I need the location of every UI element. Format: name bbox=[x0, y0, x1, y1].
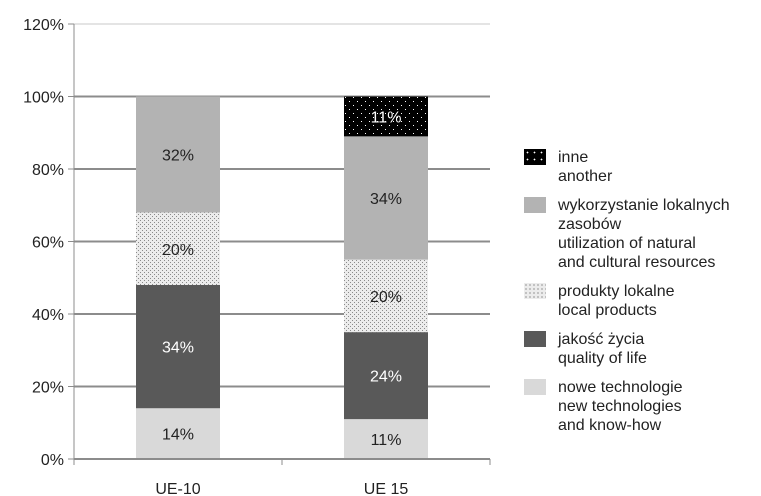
data-label: 11% bbox=[371, 109, 402, 126]
legend-swatch bbox=[524, 283, 546, 299]
data-label: 34% bbox=[370, 191, 402, 208]
x-tick-label: UE-10 bbox=[155, 481, 200, 496]
legend-label: local products bbox=[558, 302, 657, 319]
data-label: 14% bbox=[162, 427, 194, 444]
bar-segment-wykorzystanie bbox=[344, 136, 428, 260]
legend-label: new technologies bbox=[558, 398, 682, 415]
data-label: 20% bbox=[162, 242, 194, 259]
bar-segment-produkty bbox=[136, 212, 220, 285]
y-tick-label: 40% bbox=[32, 307, 64, 324]
legend-label: produkty lokalne bbox=[558, 283, 675, 300]
legend-swatch bbox=[524, 379, 546, 395]
legend-item-inne: inne another bbox=[524, 148, 760, 186]
y-axis: 0% 20% 40% 60% 80% 100% 120% bbox=[23, 17, 75, 469]
legend-item-jakosc: jakość życia quality of life bbox=[524, 330, 760, 368]
legend-swatch bbox=[524, 197, 546, 213]
x-tick-label: UE 15 bbox=[364, 481, 409, 496]
y-tick-label: 60% bbox=[32, 235, 64, 252]
legend-label: inne bbox=[558, 149, 589, 166]
y-tick-label: 20% bbox=[32, 380, 64, 397]
x-axis: UE-10 UE 15 bbox=[73, 458, 491, 496]
data-label: 20% bbox=[370, 289, 402, 306]
legend-item-wykorzystanie: wykorzystanie lokalnych zasobów utilizatio… bbox=[524, 196, 760, 272]
bar-segment-inne bbox=[344, 96, 428, 137]
bar-segment-nowe bbox=[136, 408, 220, 459]
legend-item-produkty: produkty lokalne local products bbox=[524, 282, 760, 320]
bar-segment-jakosc bbox=[344, 332, 428, 420]
legend-label: wykorzystanie lokalnych bbox=[558, 197, 730, 214]
bar-segment-wykorzystanie bbox=[136, 96, 220, 213]
legend-label: jakość życia bbox=[558, 331, 645, 348]
legend-label: and know-how bbox=[558, 417, 662, 434]
legend-label: utilization of natural bbox=[558, 235, 696, 252]
legend-label: nowe technologie bbox=[558, 379, 683, 396]
data-label: 34% bbox=[162, 340, 194, 357]
bars: 14% 34% 20% 32% 11% 24% 20% 34% 11% bbox=[136, 96, 428, 459]
y-tick-label: 80% bbox=[32, 162, 64, 179]
data-label: 24% bbox=[370, 369, 402, 386]
legend-swatch bbox=[524, 149, 546, 165]
legend-swatch bbox=[524, 331, 546, 347]
y-tick-label: 0% bbox=[41, 452, 64, 469]
legend-label: quality of life bbox=[558, 350, 647, 367]
y-tick-label: 120% bbox=[23, 17, 64, 34]
legend-label: zasobów bbox=[558, 216, 622, 233]
data-label: 11% bbox=[371, 432, 402, 449]
legend-item-nowe: nowe technologie new technologies and know… bbox=[524, 378, 760, 435]
bar-segment-nowe bbox=[344, 419, 428, 459]
legend-label: and cultural resources bbox=[558, 254, 716, 271]
bar-segment-jakosc bbox=[136, 285, 220, 409]
data-label: 32% bbox=[162, 148, 194, 165]
y-tick-label: 100% bbox=[23, 90, 64, 107]
legend-label: another bbox=[558, 168, 613, 185]
legend: inne another wykorzystanie lokalnych zasobó… bbox=[524, 148, 760, 445]
bar-segment-produkty bbox=[344, 259, 428, 333]
